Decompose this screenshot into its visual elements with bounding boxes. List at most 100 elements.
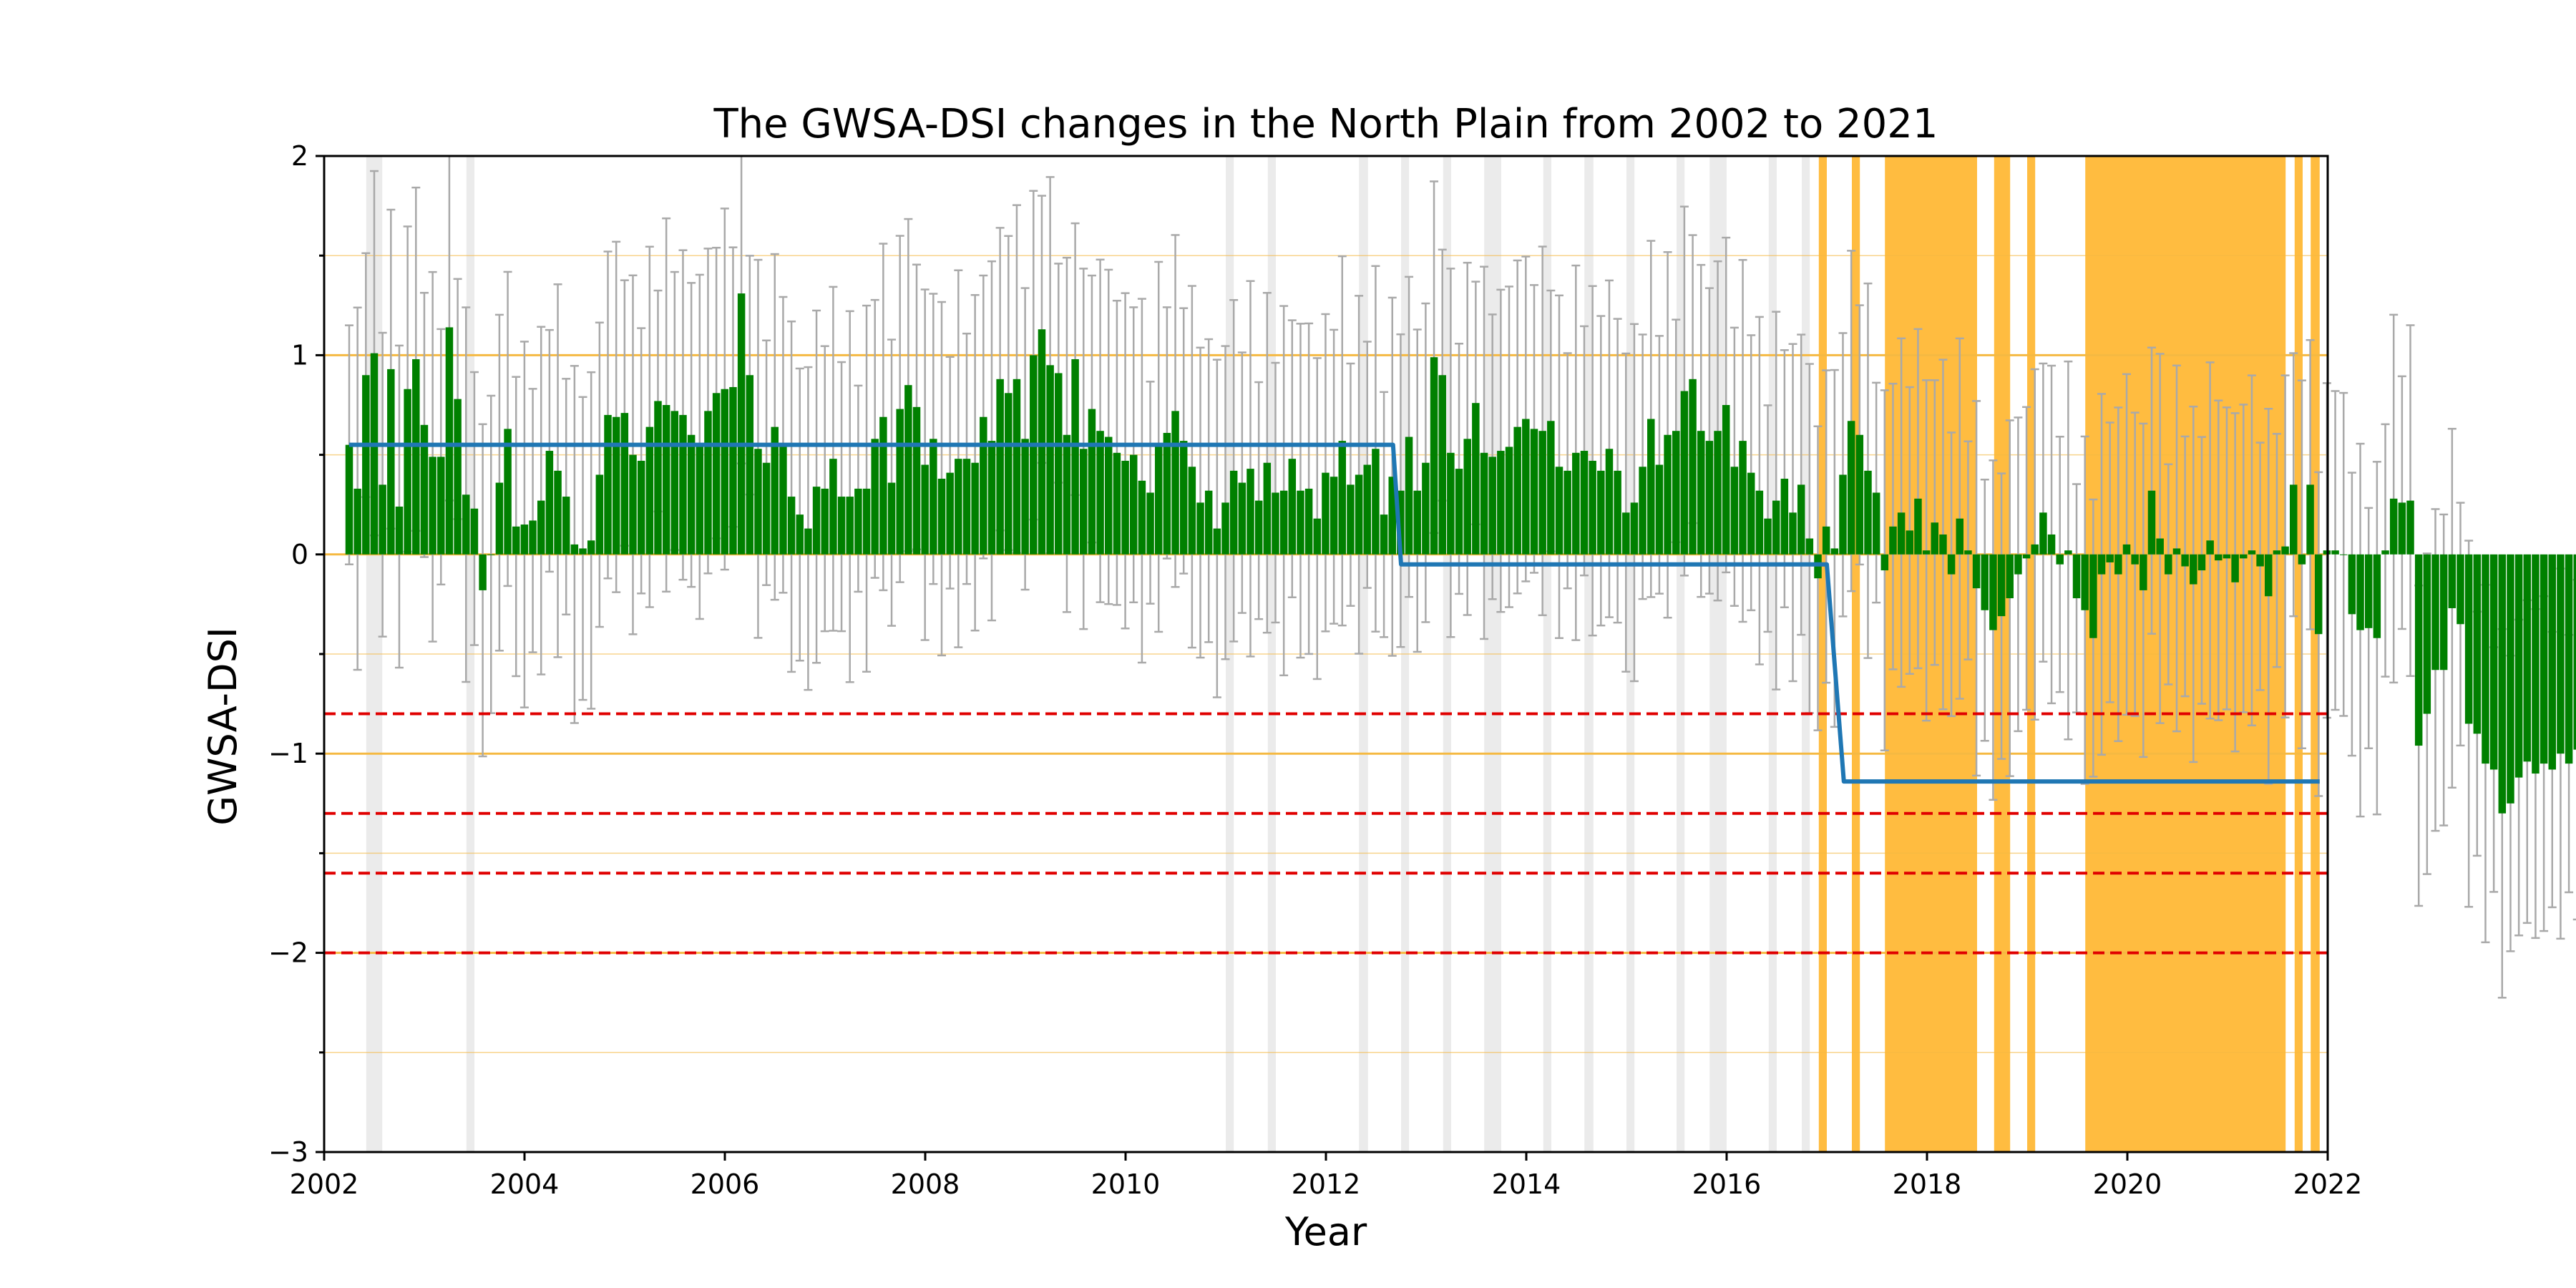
bar [1497,451,1505,555]
bar [1931,522,1939,555]
bar [729,386,737,555]
bar [1179,441,1188,555]
bar [2223,554,2231,559]
bar [2165,554,2172,575]
bar [2540,554,2548,764]
bar [1722,405,1730,555]
bar [1229,470,1238,555]
bar [1254,500,1263,555]
bar [495,482,504,555]
bar [1096,431,1104,555]
bar [687,434,696,555]
bar [2356,554,2364,630]
bar [2089,554,2097,638]
bar [2331,550,2339,555]
bar [654,401,662,555]
bar [2022,554,2031,559]
bar [620,413,629,555]
bar [1605,449,1614,555]
bar [1730,467,1739,555]
bar [2114,554,2122,575]
bar [746,375,754,555]
bar [1872,492,1880,555]
bar [1789,512,1797,555]
bar [1430,357,1438,555]
bar [1906,530,1914,555]
bar [1288,459,1297,555]
bar [846,497,854,555]
x-tick-label: 2018 [1893,1169,1962,1200]
bar [404,389,411,555]
y-tick-label: −2 [268,937,308,969]
bar [1480,452,1488,555]
bar [2273,550,2281,555]
bar [570,544,579,555]
bar [537,500,545,555]
bar [662,405,670,555]
bar [1922,550,1931,555]
bar [2573,554,2576,750]
bar [1146,492,1154,555]
bar [1154,447,1163,555]
bar [1805,538,1814,555]
bar [704,411,712,555]
bar [2482,554,2489,764]
bar [370,353,379,555]
y-tick-label: −1 [268,738,308,769]
bar [420,424,429,555]
bar [1413,490,1421,555]
bar [1355,474,1363,555]
bar [612,416,620,555]
bar [921,464,929,555]
bar [1104,436,1113,555]
bar [946,472,954,555]
bar [2431,554,2439,670]
bar [2406,500,2414,555]
y-tick-label: 2 [291,140,308,172]
bar [2081,554,2089,610]
bar [821,488,829,555]
bar [1188,467,1196,555]
bar [2298,554,2306,565]
bar [1655,464,1664,555]
bar [395,506,404,555]
bar [737,293,746,555]
bar [2423,554,2431,714]
bar [2548,554,2557,770]
bar [1797,484,1805,555]
bar [562,497,570,555]
bar [512,526,520,555]
bar [904,385,912,555]
bar [971,462,979,555]
bar [2532,554,2540,774]
bar [1597,470,1605,555]
bar [1572,452,1580,555]
bar [1680,391,1689,555]
bar [1347,484,1355,555]
bar [987,441,996,555]
bar [2256,554,2264,567]
x-tick-label: 2006 [691,1169,760,1200]
chart-title: The GWSA-DSI changes in the North Plain … [713,101,1938,147]
x-tick-label: 2020 [2093,1169,2162,1200]
bar [962,459,971,555]
y-tick-label: 0 [291,539,308,570]
threshold-lines [324,712,2328,955]
bar [2489,554,2498,770]
bar [1372,449,1380,555]
bar [645,426,654,555]
x-tick-label: 2008 [891,1169,960,1200]
bar [1304,488,1313,555]
bar [879,416,887,555]
bar [345,444,353,555]
bar [2565,554,2573,764]
x-axis-ticks: 2002 2004 2006 2008 2010 2012 2014 2016 2018 2020… [290,1152,2362,1200]
bar [1463,439,1471,555]
bar [829,459,837,555]
bar [912,406,921,555]
bar [2097,554,2106,575]
bar [2047,534,2056,555]
mean-step-line [349,442,2320,784]
bar [2348,554,2356,615]
